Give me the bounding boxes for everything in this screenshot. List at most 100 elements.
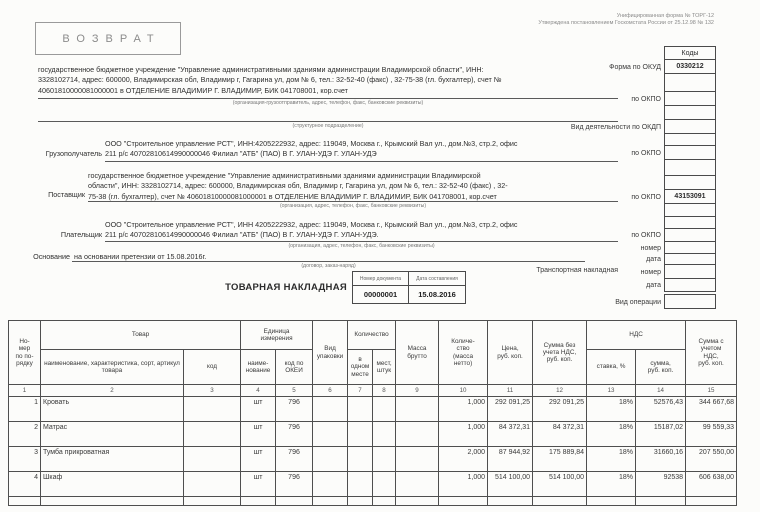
stub-cell xyxy=(635,496,687,506)
column-number-cell: 15 xyxy=(685,384,738,397)
payer-caption: (организация, адрес, телефон, факс, банк… xyxy=(288,243,435,249)
table-cell: 2,000 xyxy=(438,446,489,472)
table-cell xyxy=(372,396,397,422)
codes-row-label: номер xyxy=(640,244,661,252)
table-row: 4 Шкаф шт 796 1,000 514 100,00 514 100,00 18% 92… xyxy=(8,471,738,497)
col-header-total-with-vat: Сумма с учетом НДС, руб. коп. xyxy=(685,320,738,385)
stub-cell xyxy=(40,496,184,506)
column-number-cell: 5 xyxy=(275,384,314,397)
items-table: Но- мер по по- рядку Товар Единица измер… xyxy=(8,320,738,506)
table-continuation-stub xyxy=(8,496,738,506)
column-number-cell: 7 xyxy=(347,384,374,397)
table-cell: 514 100,00 xyxy=(487,471,534,497)
table-cell: шт xyxy=(240,446,277,472)
codes-value-cell xyxy=(664,105,716,120)
table-cell: Матрас xyxy=(40,421,184,447)
stub-cell xyxy=(8,496,41,506)
table-cell: Кровать xyxy=(40,396,184,422)
table-cell: Тумба прикроватная xyxy=(40,446,184,472)
shipper-rule xyxy=(38,98,618,99)
codes-value-cell xyxy=(664,294,716,309)
consignee-text: ООО "Строительное управление РСТ", ИНН:4… xyxy=(105,139,618,160)
table-cell: 87 944,92 xyxy=(487,446,534,472)
table-cell xyxy=(182,446,242,472)
codes-row-label: по ОКПО xyxy=(631,232,661,239)
stub-cell xyxy=(532,496,588,506)
column-number-cell: 12 xyxy=(532,384,588,397)
codes-header-cell: Коды xyxy=(664,46,716,60)
document-date-value: 15.08.2016 xyxy=(408,285,466,304)
party-text-line: государственное бюджетное учреждение "Уп… xyxy=(38,65,484,74)
codes-row-label: дата xyxy=(646,256,661,263)
table-cell: 796 xyxy=(275,446,314,472)
return-stamp-label: ВОЗВРАТ xyxy=(62,32,161,45)
table-cell: 31660,16 xyxy=(635,446,687,472)
codes-row-label: по ОКПО xyxy=(631,193,661,201)
column-number-cell: 3 xyxy=(182,384,242,397)
table-cell xyxy=(312,471,349,497)
table-cell: 15187,02 xyxy=(635,421,687,447)
codes-value-cell xyxy=(664,228,716,242)
stub-cell xyxy=(586,496,637,506)
supplier-text: государственное бюджетное учреждение "Уп… xyxy=(88,171,618,202)
stub-cell xyxy=(372,496,397,506)
column-number-cell: 1 xyxy=(8,384,41,397)
column-number-cell: 11 xyxy=(487,384,534,397)
table-cell: 796 xyxy=(275,421,314,447)
table-cell: 796 xyxy=(275,396,314,422)
codes-row-label: Вид деятельности по ОКДП xyxy=(570,123,661,131)
codes-panel: Коды Форма по ОКУД 0330212 по ОКПО Вид деяте… xyxy=(430,46,716,309)
stub-cell xyxy=(182,496,242,506)
stub-cell xyxy=(347,496,374,506)
table-cell xyxy=(347,471,374,497)
return-stamp: ВОЗВРАТ xyxy=(35,22,181,55)
table-cell xyxy=(395,396,440,422)
col-header-okei-code: код по ОКЕИ xyxy=(275,349,314,385)
col-header-goods-name: наименование, характеристика, сорт, арти… xyxy=(40,349,184,385)
table-cell: шт xyxy=(240,471,277,497)
basis-rule xyxy=(72,261,585,262)
column-numbers-row: 1 2 3 4 5 6 7 8 9 10 11 12 13 14 15 xyxy=(8,384,738,397)
structural-rule xyxy=(38,121,618,122)
basis-value: на основании претензии от 15.08.2016г. xyxy=(74,252,207,261)
party-text-line: государственное бюджетное учреждение "Уп… xyxy=(88,171,481,180)
column-number-cell: 2 xyxy=(40,384,184,397)
codes-row: дата xyxy=(430,278,716,292)
basis-label: Основание xyxy=(33,252,70,261)
codes-row xyxy=(430,175,716,190)
codes-row-label: Форма по ОКУД xyxy=(609,63,661,71)
payer-label: Плательщик xyxy=(60,230,102,239)
table-cell xyxy=(312,396,349,422)
shipper-caption: (организация-грузоотправитель, адрес, те… xyxy=(232,100,424,106)
document-number-box: Номер документа Дата составления 0000000… xyxy=(352,271,466,304)
document-number-label: Номер документа xyxy=(352,271,409,286)
table-cell xyxy=(182,471,242,497)
codes-row-label: Вид операции xyxy=(615,298,661,306)
codes-row xyxy=(430,159,716,176)
document-date-label: Дата составления xyxy=(408,271,466,286)
document-title: ТОВАРНАЯ НАКЛАДНАЯ xyxy=(225,282,347,293)
table-cell: 18% xyxy=(586,471,637,497)
codes-value-cell xyxy=(664,119,716,134)
party-text-line: области", ИНН: 3328102714, адрес: 600000… xyxy=(88,181,508,191)
col-header-price: Цена, руб. коп. xyxy=(487,320,534,385)
table-cell: шт xyxy=(240,421,277,447)
column-number-cell: 14 xyxy=(635,384,687,397)
table-cell xyxy=(372,471,397,497)
table-cell xyxy=(372,421,397,447)
col-header-quantity: Количество xyxy=(347,320,397,350)
table-row: 2 Матрас шт 796 1,000 84 372,31 84 372,31 18% 15… xyxy=(8,421,738,447)
codes-row: Вид операции xyxy=(430,294,716,309)
codes-row: Форма по ОКУД 0330212 xyxy=(430,59,716,74)
party-text-line: 75-38 (гл. бухгалтер), счет № 4060181000… xyxy=(88,191,497,201)
party-text-line: 3328102714, адрес: 600000, Владимирская … xyxy=(38,75,502,85)
basis-caption: (договор, заказ-наряд) xyxy=(301,263,356,269)
table-cell xyxy=(347,446,374,472)
codes-value-cell xyxy=(664,203,716,217)
payer-text: ООО "Строительное управление РСТ", ИНН 4… xyxy=(105,220,618,241)
col-header-places-pieces: мест, штук xyxy=(372,349,397,385)
codes-row: по ОКПО 43153091 xyxy=(430,189,716,204)
table-cell: 175 889,84 xyxy=(532,446,588,472)
structural-caption: (структурное подразделение) xyxy=(292,123,364,129)
